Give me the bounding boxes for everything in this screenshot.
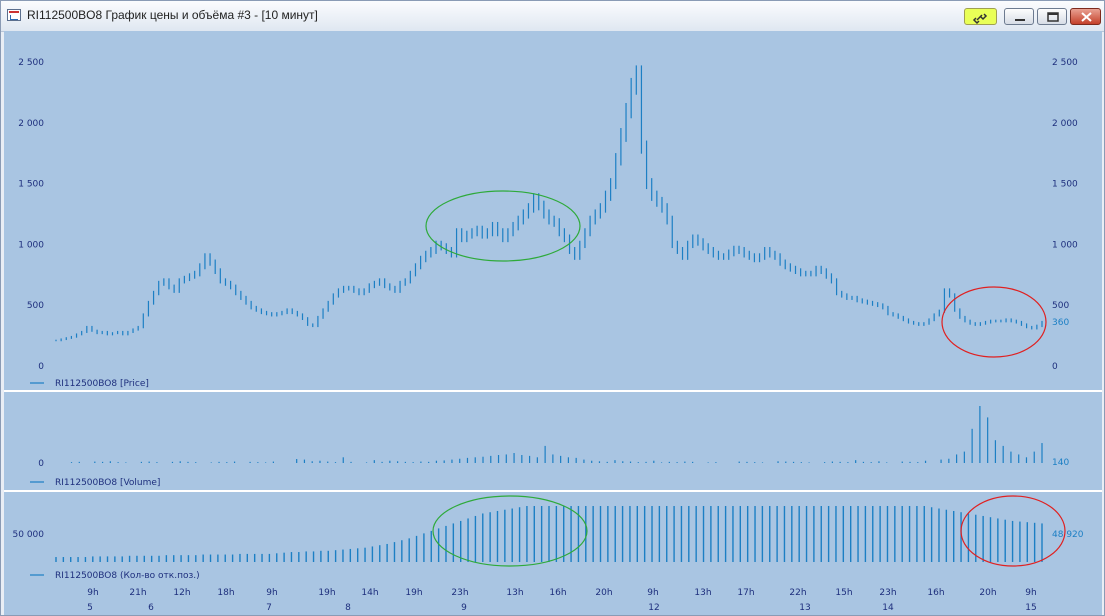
date-axis-label: 9 [461, 603, 467, 613]
price-axis-right-label: 1 500 [1052, 180, 1078, 190]
price-last-value: 360 [1052, 318, 1069, 328]
minimize-icon [1015, 19, 1025, 21]
link-icon [972, 13, 988, 25]
close-button[interactable] [1070, 8, 1101, 25]
time-axis-label: 14h [361, 588, 378, 598]
date-axis-label: 5 [87, 603, 93, 613]
price-axis-right-label: 2 500 [1052, 58, 1078, 68]
price-axis-left-label: 1 500 [18, 180, 44, 190]
price-axis-left-label: 1 000 [18, 240, 44, 250]
time-axis-label: 16h [549, 588, 566, 598]
volume-last-value: 140 [1052, 458, 1069, 468]
time-axis: 9h 21h 12h 18h 9h 19h 14h 19h 23h 13h 16h 20h 9h 13h 1… [87, 588, 1037, 613]
time-axis-label: 16h [927, 588, 944, 598]
chart-area[interactable]: 2 500 2 500 2 000 2 000 1 500 1 500 1 000 1 000… [4, 31, 1102, 615]
time-axis-label: 9h [647, 588, 658, 598]
time-axis-label: 22h [789, 588, 806, 598]
open-interest-axis-label: 50 000 [13, 530, 45, 540]
time-axis-label: 15h [835, 588, 852, 598]
time-axis-label: 13h [506, 588, 523, 598]
open-interest-panel: 50 000 48 920 RI112500BO8 (Кол-во отк.поз.… [13, 506, 1084, 581]
price-axis-left-label: 0 [38, 362, 44, 372]
open-interest-last-value: 48 920 [1052, 530, 1084, 540]
open-interest-legend: RI112500BO8 (Кол-во отк.поз.) [55, 571, 200, 581]
annotations [425, 190, 1066, 567]
panel-separator [4, 390, 1102, 392]
link-button[interactable] [964, 8, 997, 25]
time-axis-label: 9h [87, 588, 98, 598]
date-axis-label: 8 [345, 603, 351, 613]
price-axis-left-label: 2 500 [18, 58, 44, 68]
volume-legend: RI112500BO8 [Volume] [55, 478, 160, 488]
date-axis-label: 12 [648, 603, 659, 613]
price-axis-left-label: 2 000 [18, 119, 44, 129]
price-legend: RI112500BO8 [Price] [55, 379, 149, 389]
maximize-button[interactable] [1037, 8, 1067, 25]
title-bar[interactable]: RI112500BO8 График цены и объёма #3 - [1… [1, 1, 1104, 32]
red-highlight-ellipse-oi [960, 495, 1066, 567]
time-axis-label: 23h [879, 588, 896, 598]
volume-panel: 0 140 RI112500BO8 [Volume] [4, 406, 1102, 492]
time-axis-label: 13h [694, 588, 711, 598]
panel-separator [4, 490, 1102, 492]
time-axis-label: 17h [737, 588, 754, 598]
time-axis-label: 23h [451, 588, 468, 598]
time-axis-label: 9h [1025, 588, 1036, 598]
date-axis-label: 15 [1025, 603, 1036, 613]
time-axis-label: 19h [405, 588, 422, 598]
price-volume-chart[interactable]: 2 500 2 500 2 000 2 000 1 500 1 500 1 000 1 000… [4, 31, 1102, 615]
green-highlight-ellipse [425, 190, 581, 262]
close-icon [1081, 12, 1092, 22]
window-title: RI112500BO8 График цены и объёма #3 - [1… [27, 8, 318, 22]
green-highlight-ellipse-oi [432, 495, 588, 567]
time-axis-label: 21h [129, 588, 146, 598]
date-axis-label: 7 [266, 603, 272, 613]
price-axis-left-label: 500 [27, 301, 44, 311]
date-axis-label: 6 [148, 603, 154, 613]
date-axis-label: 13 [799, 603, 810, 613]
time-axis-label: 18h [217, 588, 234, 598]
date-axis-label: 14 [882, 603, 894, 613]
price-axis-right-label: 0 [1052, 362, 1058, 372]
time-axis-label: 9h [266, 588, 277, 598]
time-axis-label: 20h [595, 588, 612, 598]
time-axis-label: 19h [318, 588, 335, 598]
price-axis-right-label: 1 000 [1052, 240, 1078, 250]
maximize-icon [1047, 12, 1059, 22]
chart-app-icon [7, 9, 21, 21]
time-axis-label: 20h [979, 588, 996, 598]
volume-axis-label: 0 [38, 459, 44, 469]
minimize-button[interactable] [1004, 8, 1034, 25]
price-axis-right-label: 500 [1052, 301, 1069, 311]
time-axis-label: 12h [173, 588, 190, 598]
price-axis-right-label: 2 000 [1052, 119, 1078, 129]
red-highlight-ellipse [941, 286, 1047, 358]
price-panel: 2 500 2 500 2 000 2 000 1 500 1 500 1 000 1 000… [4, 58, 1102, 392]
